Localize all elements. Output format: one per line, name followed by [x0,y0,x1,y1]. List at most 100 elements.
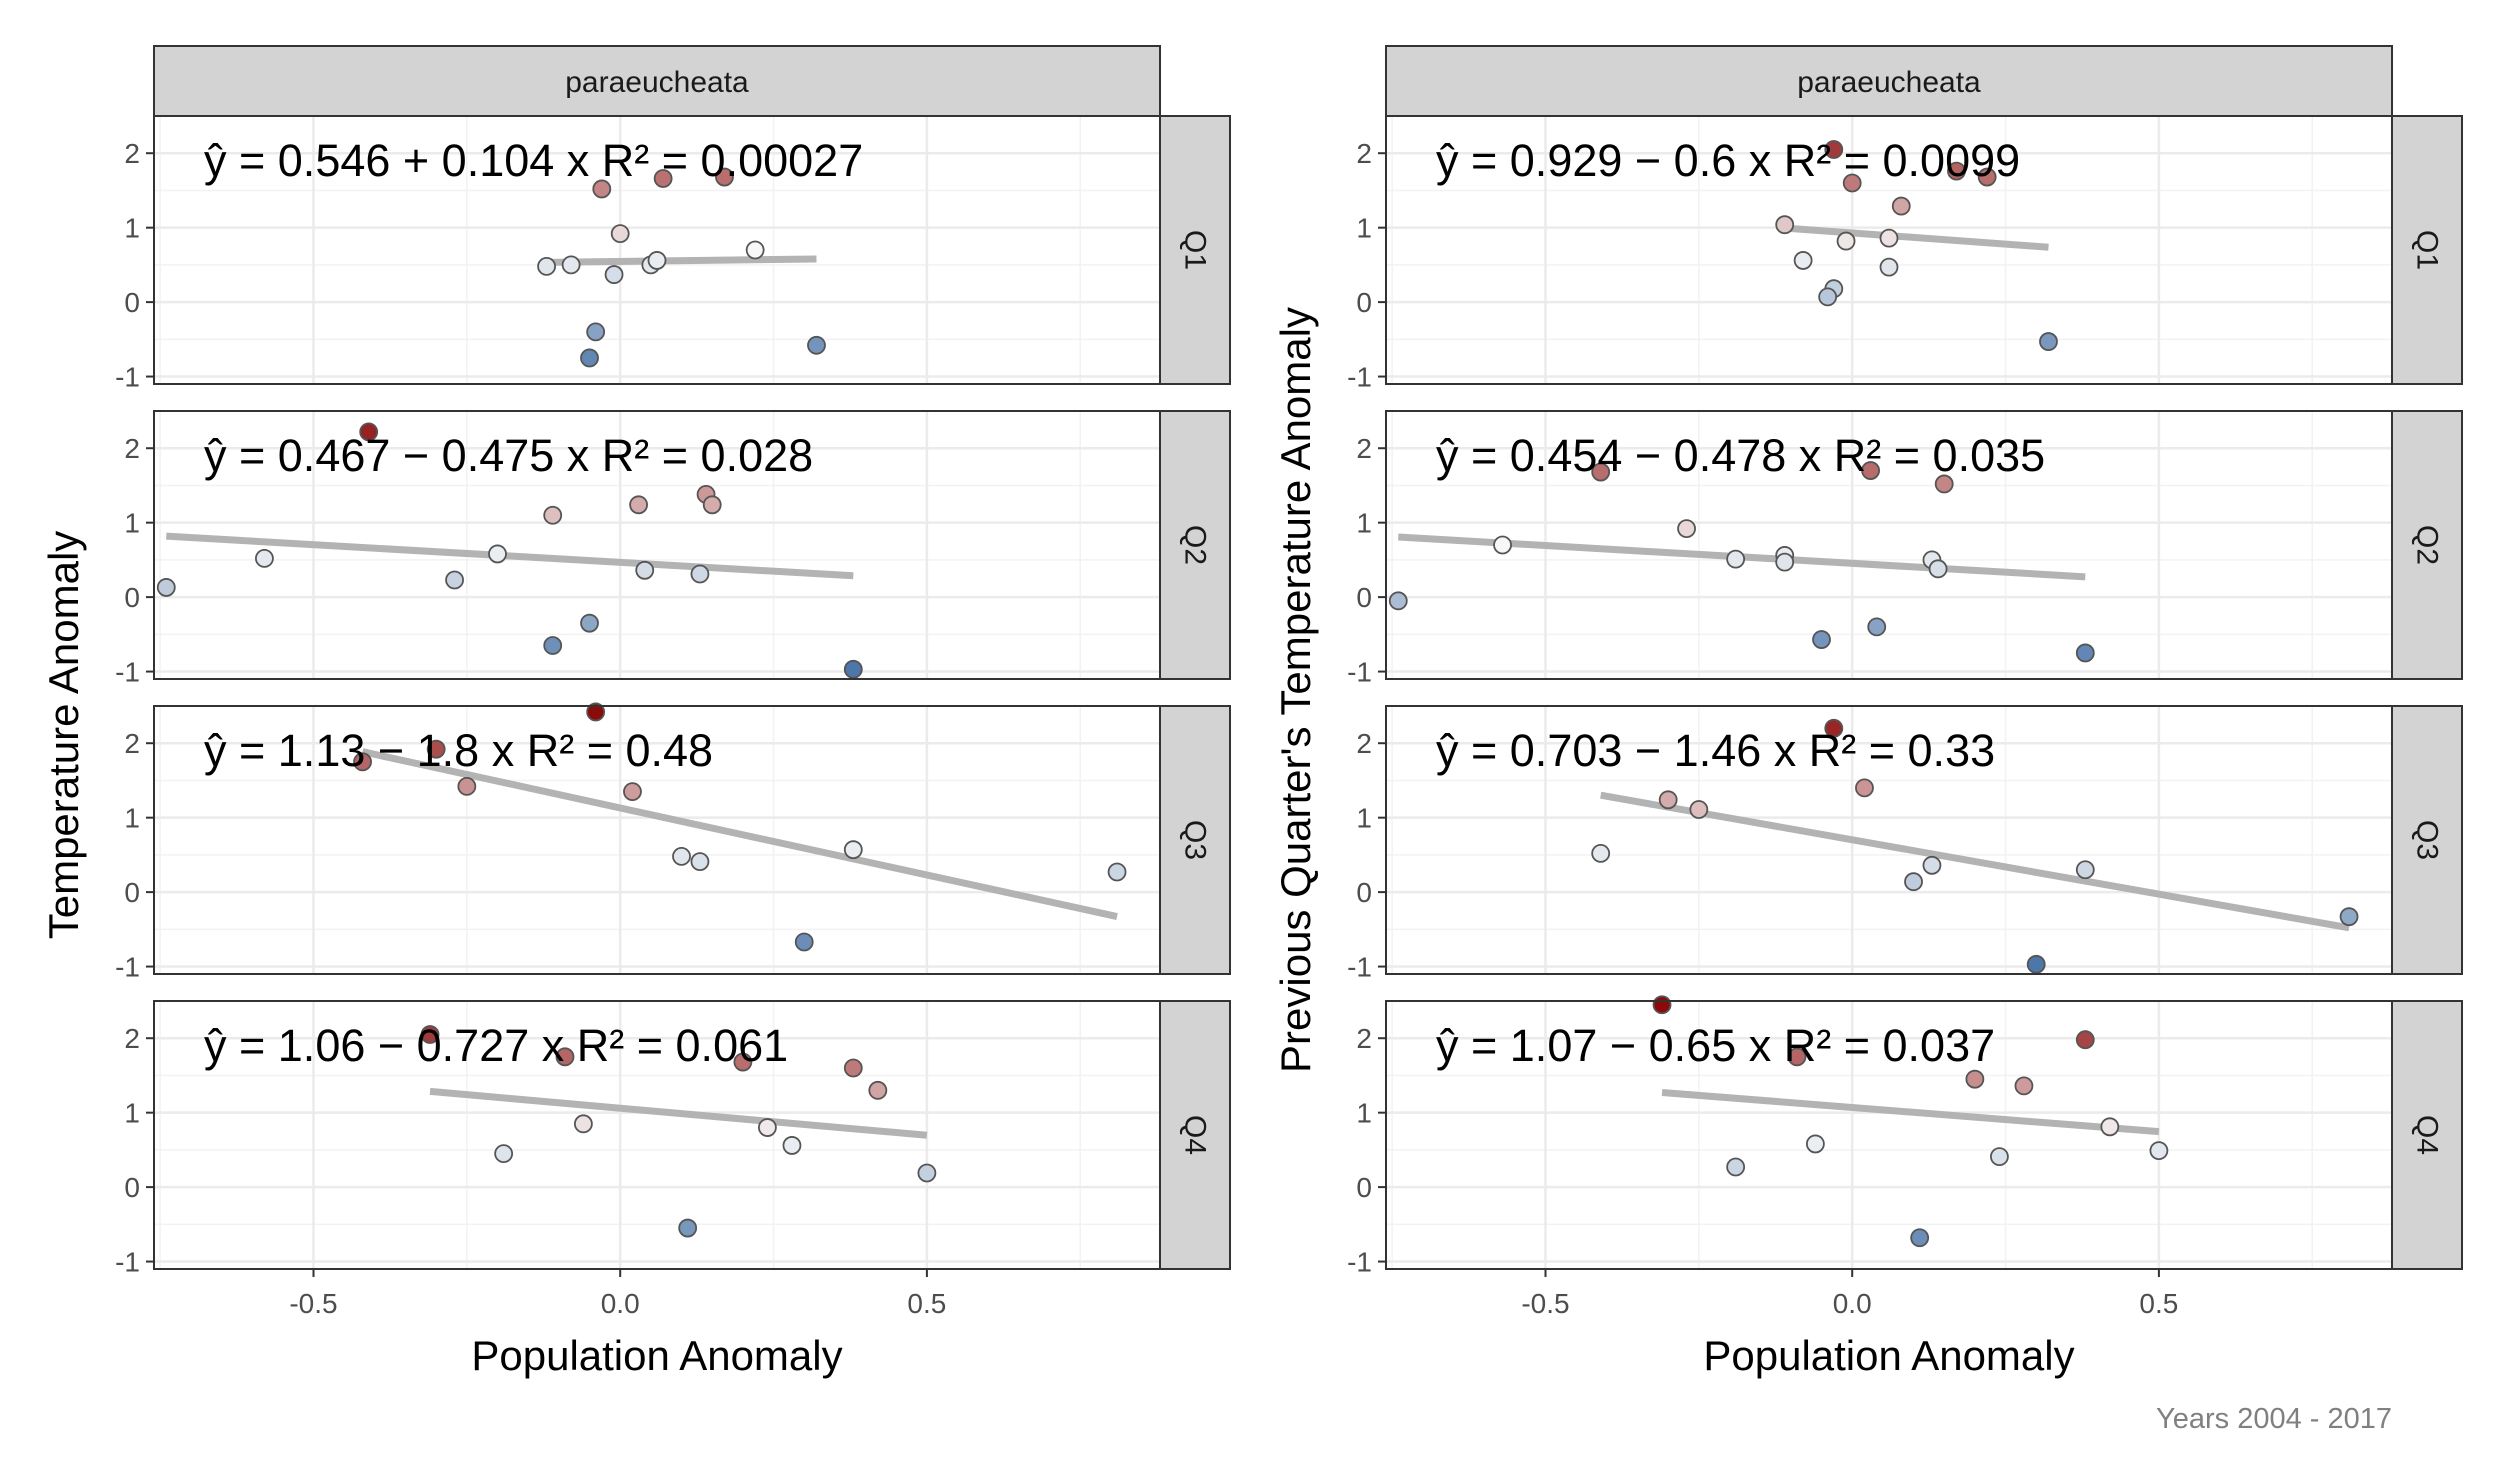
y-tick-label: 0 [1356,582,1372,613]
panel-strip [2391,410,2463,680]
data-point [488,544,507,564]
data-point [1879,228,1899,248]
panel-q3-facet-2: ŷ = 0.703 − 1.46 x R² = 0.33 Q3 -1 0 1 2 [1347,705,2463,983]
y-tick-label: 0 [1356,287,1372,318]
data-point [156,578,176,597]
x-tick-label: -0.5 [1521,1288,1569,1319]
caption: Years 2004 - 2017 [2156,1403,2392,1435]
data-point [629,495,648,515]
data-point [2039,332,2058,351]
regression-line [361,748,1118,920]
data-point [2339,907,2359,927]
data-point [917,1163,937,1183]
y-tick-label: 2 [1356,728,1372,759]
data-point [1805,1134,1825,1154]
y-tick-label: -1 [1347,657,1372,688]
data-point [1775,552,1795,572]
data-point [445,570,464,590]
data-point [1793,251,1813,270]
data-point [353,752,372,772]
data-point [1775,215,1795,235]
data-point [1591,844,1611,863]
data-point [2075,643,2095,663]
data-point [1658,790,1678,810]
data-point [1867,617,1887,637]
data-point [1107,862,1127,882]
panel-strip [1159,1000,1231,1270]
y-tick-label: 2 [124,138,140,169]
data-point [745,240,765,260]
data-point [555,1047,575,1067]
facet-strip-right [1385,45,2393,117]
regression-equation: ŷ = 0.703 − 1.46 x R² = 0.33 [1436,725,1995,776]
data-point [543,636,563,655]
data-point [1818,287,1838,307]
panel-q4-facet-1: ŷ = 1.06 − 0.727 x R² = 0.061 Q4 -1 0 1 2 -0.5… [115,1000,1231,1319]
data-point [1922,855,1942,875]
x-axis-title-right: Population Anomaly [1703,1332,2074,1379]
data-point [426,739,446,759]
y-tick-label: 1 [124,213,140,244]
facet-title-right: paraeucheata [1797,66,1981,99]
data-point [1910,1228,1930,1248]
panel-strip [1159,410,1231,680]
x-tick-label: 0.5 [907,1288,946,1319]
y-tick-label: 0 [1356,877,1372,908]
data-point [543,505,563,525]
regression-equation: ŷ = 1.07 − 0.65 x R² = 0.037 [1436,1020,1995,1071]
data-point [623,782,642,802]
data-point [702,495,722,515]
y-tick-label: -1 [1347,1247,1372,1278]
data-point [2100,1117,2120,1137]
panel-strip-label: Q1 [2411,230,2444,270]
panel-q2-facet-1: ŷ = 0.467 − 0.475 x R² = 0.028 Q2 -1 0 1 2 [115,410,1231,688]
data-point [868,1080,888,1100]
y-tick-label: 2 [124,728,140,759]
data-point [1591,462,1611,482]
regression-line [1600,791,2350,932]
data-point [672,846,691,866]
data-point [1493,535,1512,555]
data-point [758,1118,777,1137]
y-tick-label: 2 [1356,138,1372,169]
y-tick-label: 0 [1356,1172,1372,1203]
regression-line [1661,1088,2160,1136]
data-point [1891,196,1911,216]
regression-equation: ŷ = 1.06 − 0.727 x R² = 0.061 [204,1020,788,1071]
y-tick-label: -1 [115,952,140,983]
data-point [843,1058,863,1078]
data-point [586,702,606,722]
y-tick-label: 2 [124,1023,140,1054]
panel-strip [1159,705,1231,975]
panel-strip-label: Q2 [2411,525,2444,565]
data-point [1934,474,1954,494]
panel-strip-label: Q4 [2411,1115,2444,1155]
regression-line [1778,224,2049,251]
y-axis-title-left: Temperature Anomaly [40,531,87,940]
y-tick-label: 1 [1356,508,1372,539]
y-tick-label: 1 [124,508,140,539]
data-point [678,1218,698,1238]
y-tick-label: 1 [1356,1098,1372,1129]
data-point [2026,954,2046,974]
data-point [537,256,556,276]
y-tick-label: -1 [1347,952,1372,983]
y-tick-label: 1 [124,803,140,834]
data-point [1861,461,1880,480]
y-tick-label: -1 [115,657,140,688]
y-tick-label: -1 [115,1247,140,1278]
regression-equation: ŷ = 0.929 − 0.6 x R² = 0.0099 [1436,135,2020,186]
y-tick-label: 0 [124,582,140,613]
data-point [604,265,624,284]
y-tick-label: 2 [1356,1023,1372,1054]
data-point [1990,1147,2009,1166]
y-tick-label: 1 [124,1098,140,1129]
data-point [782,1136,802,1155]
panel-q4-facet-2: ŷ = 1.07 − 0.65 x R² = 0.037 Q4 -1 0 1 2 -0.5 0… [1347,995,2463,1319]
data-point [2075,860,2095,880]
data-point [1836,231,1856,251]
data-point [1689,800,1709,819]
facet-strip-left [153,45,1161,117]
y-tick-label: 0 [124,287,140,318]
